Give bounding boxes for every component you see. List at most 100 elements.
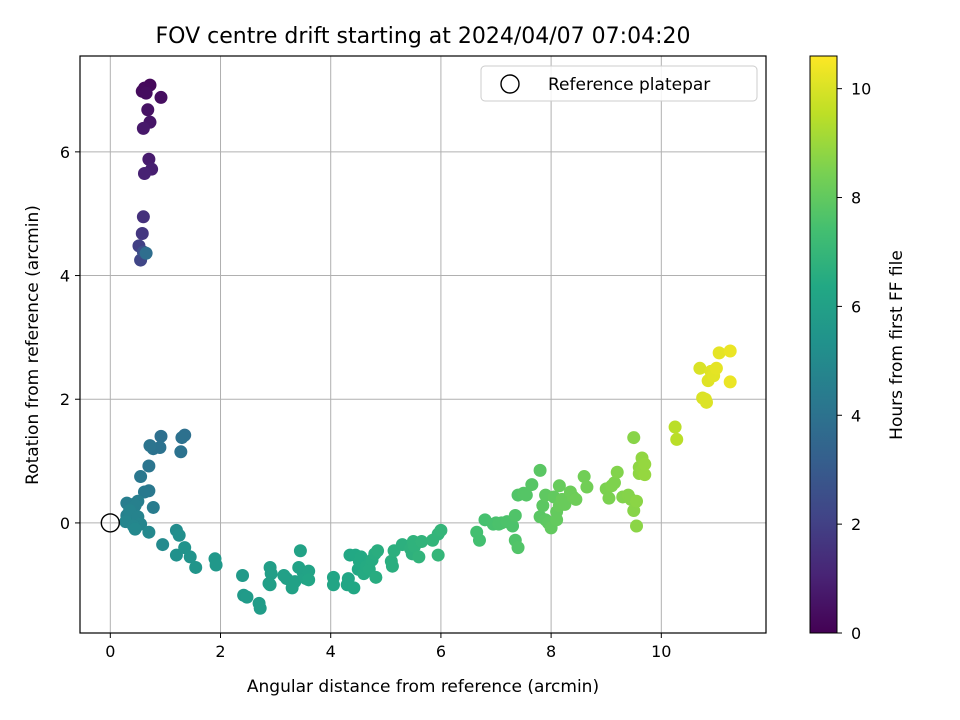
data-point [209, 558, 223, 572]
data-point [511, 541, 525, 555]
data-point [630, 519, 644, 533]
data-point [699, 395, 713, 409]
data-point [371, 544, 385, 558]
x-tick-label: 2 [215, 642, 225, 661]
data-point [146, 500, 160, 514]
data-point [154, 90, 168, 104]
data-point [253, 601, 267, 615]
data-point [569, 492, 583, 506]
data-point [143, 439, 157, 453]
data-point [723, 344, 737, 358]
x-tick-label: 10 [651, 642, 671, 661]
data-point [508, 508, 522, 522]
data-point [536, 499, 550, 513]
legend: Reference platepar [480, 65, 758, 102]
data-point [412, 550, 426, 564]
colorbar-ticks: 0 2 4 6 8 10 [837, 80, 871, 643]
data-point [172, 528, 186, 542]
scatter-points [100, 78, 737, 615]
data-point [139, 246, 153, 260]
data-point [434, 523, 448, 537]
legend-box [480, 65, 758, 102]
data-point [580, 480, 594, 494]
data-point [137, 485, 151, 499]
data-point [263, 578, 277, 592]
grid-lines [80, 56, 766, 633]
reference-platepar-marker [100, 513, 121, 533]
x-axis-label: Angular distance from reference (arcmin) [247, 677, 599, 697]
data-point [169, 548, 183, 562]
data-point [610, 465, 624, 479]
data-point [369, 570, 383, 584]
data-point [347, 581, 361, 595]
data-point [577, 470, 591, 484]
colorbar: 0 2 4 6 8 10 Hours from first FF file [809, 55, 907, 643]
data-point [550, 513, 564, 527]
data-point [142, 459, 156, 473]
data-point [552, 479, 566, 493]
chart-title: FOV centre drift starting at 2024/04/07 … [156, 24, 691, 49]
x-tick-label: 0 [105, 642, 115, 661]
data-point [627, 431, 641, 445]
x-tick-label: 6 [436, 642, 446, 661]
data-point [240, 590, 254, 604]
data-point [431, 548, 445, 562]
data-point [670, 432, 684, 446]
data-point [638, 457, 652, 471]
data-point [183, 550, 197, 564]
colorbar-tick-label: 6 [851, 297, 861, 316]
data-point [638, 468, 652, 482]
data-point [602, 491, 616, 505]
colorbar-frame [809, 55, 838, 634]
data-point [136, 210, 150, 224]
colorbar-tick-label: 4 [851, 406, 861, 425]
data-point [128, 522, 142, 536]
data-point [136, 121, 150, 135]
data-point [264, 567, 278, 581]
data-point [607, 476, 621, 490]
data-point [709, 361, 723, 375]
data-point [156, 538, 170, 552]
data-point [189, 560, 203, 574]
y-axis-label: Rotation from reference (arcmin) [23, 205, 43, 485]
legend-reference-marker [500, 74, 520, 94]
y-tick-label: 2 [60, 390, 70, 409]
data-point [723, 375, 737, 389]
data-point [134, 470, 148, 484]
data-point [630, 494, 644, 508]
data-point [302, 573, 316, 587]
data-point [385, 559, 399, 573]
y-tick-label: 4 [60, 267, 70, 286]
legend-reference-label: Reference platepar [548, 75, 710, 95]
data-point [236, 568, 250, 582]
data-point [142, 152, 156, 166]
data-point [668, 420, 682, 434]
data-point [288, 575, 302, 589]
data-point [174, 445, 188, 459]
data-point [472, 533, 486, 547]
data-point [415, 534, 429, 548]
data-point [558, 497, 572, 511]
data-point [141, 103, 155, 117]
data-point [139, 86, 153, 100]
colorbar-label: Hours from first FF file [887, 250, 907, 440]
data-point [506, 519, 520, 533]
data-point [712, 346, 726, 360]
data-point [326, 578, 340, 592]
plot-frame [79, 55, 767, 634]
data-point [525, 478, 539, 492]
data-point [519, 488, 533, 502]
data-point [175, 431, 189, 445]
data-point [142, 525, 156, 539]
colorbar-tick-label: 2 [851, 515, 861, 534]
colorbar-tick-label: 0 [851, 624, 861, 643]
data-point [533, 463, 547, 477]
colorbar-tick-label: 8 [851, 189, 861, 208]
data-point [693, 361, 707, 375]
data-point [137, 167, 151, 181]
colorbar-tick-label: 10 [851, 80, 871, 99]
data-point [135, 226, 149, 240]
x-tick-label: 8 [546, 642, 556, 661]
